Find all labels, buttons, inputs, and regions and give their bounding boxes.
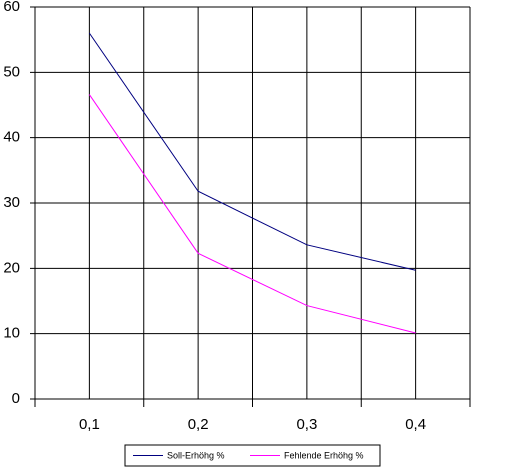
series-line	[88, 32, 416, 271]
legend-label: Soll-Erhöhg %	[167, 450, 225, 460]
legend-label: Fehlende Erhöhg %	[284, 450, 364, 460]
x-tick-label: 0,1	[79, 416, 100, 433]
series-line	[88, 94, 416, 334]
x-tick-label: 0,3	[296, 416, 317, 433]
y-tick-label: 20	[3, 259, 20, 276]
y-tick-label: 60	[3, 0, 20, 15]
y-tick-label: 40	[3, 129, 20, 146]
x-tick-label: 0,4	[405, 416, 426, 433]
y-tick-label: 50	[3, 63, 20, 80]
x-tick-label: 0,2	[188, 416, 209, 433]
y-tick-label: 10	[3, 325, 20, 342]
y-tick-label: 30	[3, 194, 20, 211]
y-tick-label: 0	[12, 390, 20, 407]
